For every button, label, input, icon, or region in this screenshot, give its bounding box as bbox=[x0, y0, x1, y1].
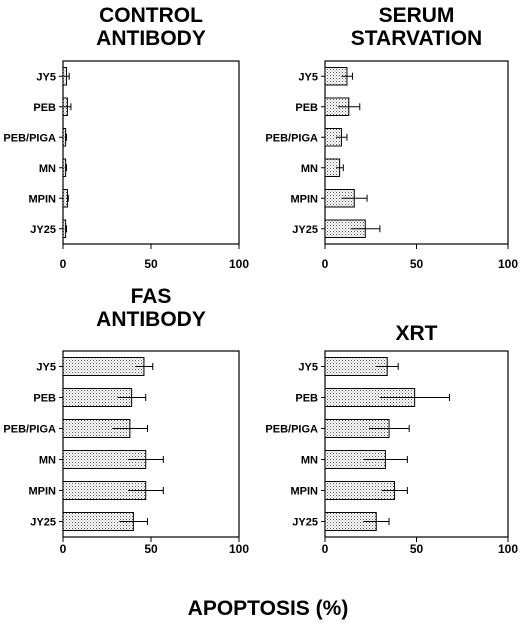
chart-title-line: FAS bbox=[131, 285, 172, 308]
category-label: MN bbox=[39, 163, 56, 175]
x-tick-label: 100 bbox=[229, 257, 249, 271]
chart-title-line: ANTIBODY bbox=[96, 27, 206, 50]
x-tick-label: 0 bbox=[322, 542, 329, 556]
category-label: JY5 bbox=[36, 362, 56, 374]
plot-frame bbox=[62, 350, 240, 538]
x-tick-label: 50 bbox=[410, 257, 424, 271]
x-tick-label: 50 bbox=[144, 257, 158, 271]
category-label: MN bbox=[301, 455, 318, 467]
category-label: JY5 bbox=[298, 71, 318, 83]
category-label: PEB bbox=[295, 393, 318, 405]
x-tick-label: 100 bbox=[498, 542, 518, 556]
category-label: JY5 bbox=[298, 362, 318, 374]
category-label: PEB/PIGA bbox=[3, 132, 56, 144]
plot-frame bbox=[324, 350, 509, 538]
category-label: PEB/PIGA bbox=[3, 424, 56, 436]
category-label: PEB/PIGA bbox=[265, 132, 318, 144]
category-label: MPIN bbox=[291, 193, 319, 205]
chart-title-line: STARVATION bbox=[351, 27, 482, 50]
category-label: PEB/PIGA bbox=[265, 424, 318, 436]
category-label: JY25 bbox=[30, 517, 56, 529]
x-tick-label: 100 bbox=[229, 542, 249, 556]
x-tick-label: 50 bbox=[410, 542, 424, 556]
x-tick-label: 0 bbox=[322, 257, 329, 271]
x-tick-label: 50 bbox=[144, 542, 158, 556]
category-label: PEB bbox=[33, 102, 56, 114]
chart-title-line: CONTROL bbox=[99, 4, 203, 27]
category-label: MPIN bbox=[291, 486, 319, 498]
category-label: JY25 bbox=[30, 224, 56, 236]
category-label: MN bbox=[39, 455, 56, 467]
category-label: JY25 bbox=[292, 517, 318, 529]
chart-title-line: XRT bbox=[396, 322, 438, 345]
category-label: JY5 bbox=[36, 71, 56, 83]
shared-x-axis-label: APOPTOSIS (%) bbox=[188, 597, 349, 620]
category-label: MPIN bbox=[29, 486, 57, 498]
plot-frame bbox=[62, 60, 240, 245]
category-label: JY25 bbox=[292, 224, 318, 236]
plot-frame bbox=[324, 60, 509, 245]
x-tick-label: 0 bbox=[60, 257, 67, 271]
chart-title-line: ANTIBODY bbox=[96, 308, 206, 331]
category-label: MPIN bbox=[29, 193, 57, 205]
category-label: PEB bbox=[33, 393, 56, 405]
x-tick-label: 0 bbox=[60, 542, 67, 556]
category-label: MN bbox=[301, 163, 318, 175]
bar bbox=[62, 357, 145, 376]
x-tick-label: 100 bbox=[498, 257, 518, 271]
chart-panel: XRT JY5 PEB PEB/PIGA MN MPIN JY25 0 50 100 bbox=[265, 322, 518, 556]
category-label: PEB bbox=[295, 102, 318, 114]
chart-title-line: SERUM bbox=[379, 4, 455, 27]
